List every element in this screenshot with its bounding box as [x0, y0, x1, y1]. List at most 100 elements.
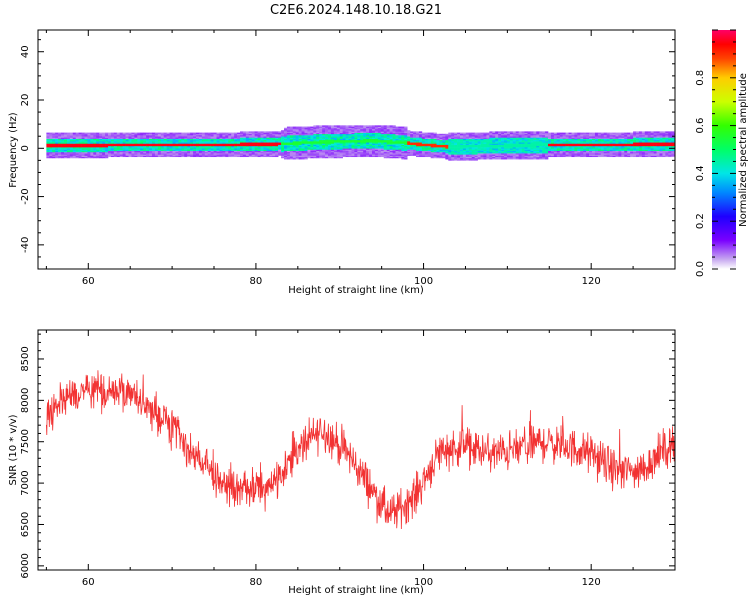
heatmap-cell: [539, 147, 543, 149]
heatmap-cell: [574, 144, 578, 147]
heatmap-cell: [474, 153, 478, 155]
heatmap-cell: [580, 144, 584, 147]
heatmap-cell: [369, 143, 373, 145]
heatmap-cell: [442, 137, 446, 139]
heatmap-cell: [460, 138, 464, 141]
heatmap-cell: [618, 155, 622, 158]
heatmap-cell: [63, 136, 68, 138]
heatmap-cell: [107, 139, 112, 142]
heatmap-cell: [609, 151, 613, 154]
heatmap-cell: [140, 151, 144, 154]
heatmap-cell: [181, 154, 185, 156]
heatmap-cell: [545, 131, 549, 133]
heatmap-cell: [143, 153, 147, 155]
heatmap-cell: [187, 137, 191, 139]
heatmap-cell: [234, 136, 238, 138]
heatmap-cell: [281, 139, 285, 142]
heatmap-cell: [398, 128, 402, 131]
heatmap-cell: [501, 132, 505, 135]
heatmap-cell: [307, 126, 311, 129]
heatmap-cell: [322, 145, 326, 148]
heatmap-cell: [662, 131, 666, 133]
heatmap-cell: [266, 148, 270, 150]
heatmap-cell: [421, 141, 426, 143]
heatmap-cell: [81, 154, 85, 156]
heatmap-cell: [266, 143, 270, 145]
heatmap-cell: [360, 136, 364, 138]
heatmap-cell: [386, 150, 390, 153]
heatmap-cell: [386, 125, 390, 127]
heatmap-cell: [190, 153, 194, 155]
heatmap-cell: [49, 138, 53, 141]
heatmap-cell: [172, 137, 176, 139]
heatmap-cell: [333, 147, 338, 149]
heatmap-cell: [260, 155, 264, 158]
heatmap-cell: [433, 135, 437, 137]
heatmap-cell: [61, 138, 65, 141]
heatmap-cell: [524, 142, 528, 144]
heatmap-cell: [239, 147, 244, 149]
heatmap-cell: [213, 133, 217, 136]
heatmap-cell: [597, 137, 602, 139]
heatmap-cell: [283, 153, 288, 155]
heatmap-cell: [553, 148, 558, 150]
heatmap-cell: [348, 154, 352, 156]
heatmap-cell: [263, 142, 267, 144]
heatmap-cell: [366, 149, 370, 152]
heatmap-cell: [283, 145, 288, 148]
heatmap-cell: [483, 143, 487, 145]
heatmap-cell: [636, 139, 640, 142]
heatmap-cell: [286, 156, 291, 159]
heatmap-cell: [627, 153, 631, 155]
heatmap-cell: [550, 148, 555, 150]
heatmap-cell: [372, 149, 376, 152]
heatmap-cell: [401, 150, 405, 153]
heatmap-cell: [527, 131, 531, 133]
heatmap-cell: [289, 155, 294, 158]
heatmap-cell: [242, 136, 247, 138]
heatmap-cell: [96, 141, 100, 143]
heatmap-cell: [457, 132, 461, 135]
heatmap-cell: [122, 139, 126, 142]
heatmap-cell: [113, 148, 118, 150]
heatmap-cell: [257, 135, 261, 137]
heatmap-cell: [377, 142, 382, 144]
heatmap-cell: [316, 144, 320, 147]
heatmap-cell: [477, 145, 481, 148]
heatmap-cell: [278, 131, 282, 133]
heatmap-cell: [58, 145, 62, 148]
heatmap-cell: [78, 138, 82, 141]
heatmap-cell: [63, 153, 68, 155]
heatmap-cell: [66, 136, 71, 138]
heatmap-cell: [140, 132, 144, 135]
heatmap-cell: [448, 149, 452, 152]
heatmap-cell: [63, 151, 68, 154]
heatmap-cell: [245, 136, 250, 138]
heatmap-cell: [609, 138, 613, 141]
heatmap-cell: [389, 138, 393, 141]
heatmap-cell: [198, 138, 203, 141]
heatmap-cell: [392, 131, 396, 133]
heatmap-cell: [260, 148, 264, 150]
heatmap-cell: [316, 150, 320, 153]
heatmap-cell: [392, 142, 396, 144]
heatmap-cell: [172, 151, 176, 154]
heatmap-cell: [134, 148, 138, 150]
heatmap-cell: [254, 148, 258, 150]
heatmap-cell: [562, 138, 566, 141]
heatmap-cell: [348, 137, 352, 139]
heatmap-cell: [418, 131, 423, 133]
heatmap-cell: [369, 132, 373, 135]
heatmap-cell: [281, 137, 285, 139]
heatmap-cell: [195, 138, 200, 141]
heatmap-cell: [257, 144, 261, 147]
heatmap-cell: [190, 133, 194, 136]
heatmap-cell: [157, 142, 162, 144]
heatmap-cell: [354, 148, 358, 150]
heatmap-cell: [474, 145, 478, 148]
heatmap-cell: [509, 131, 514, 133]
heatmap-cell: [81, 136, 85, 138]
heatmap-cell: [457, 149, 461, 152]
heatmap-cell: [283, 128, 288, 131]
heatmap-cell: [72, 156, 77, 159]
